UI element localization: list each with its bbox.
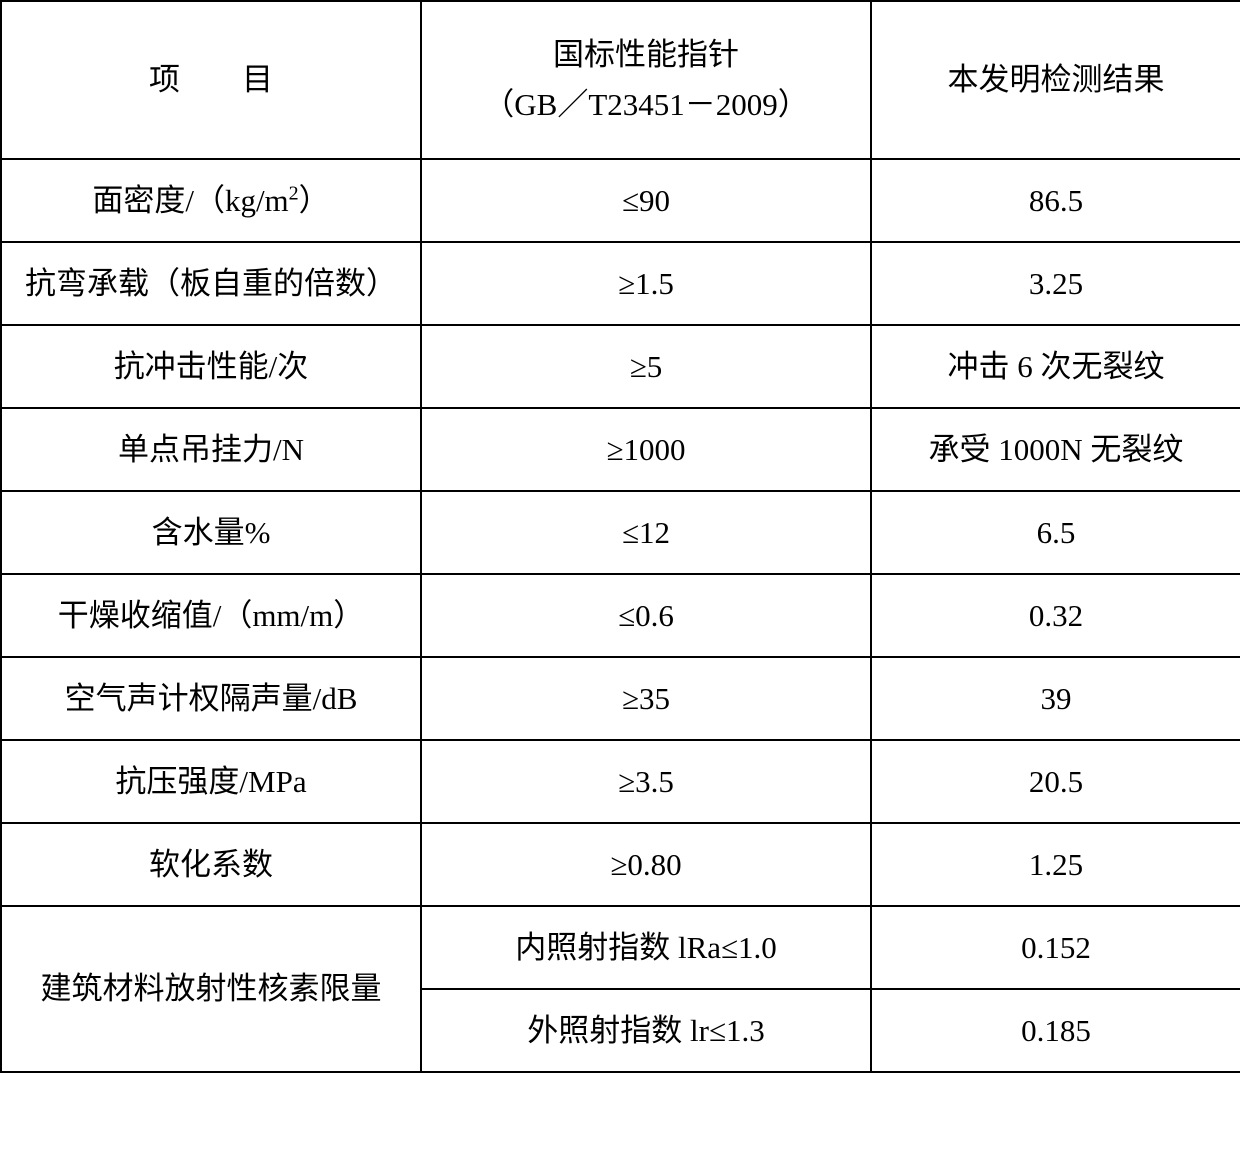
table-row: 空气声计权隔声量/dB ≥35 39 bbox=[1, 657, 1240, 740]
spec-table: 项 目 国标性能指针 （GB／T23451－2009） 本发明检测结果 面密度/… bbox=[0, 0, 1240, 1073]
row-item: 面密度/（kg/m2） bbox=[1, 159, 421, 242]
table-header-row: 项 目 国标性能指针 （GB／T23451－2009） 本发明检测结果 bbox=[1, 1, 1240, 159]
row-item-prefix: 面密度/（kg/m bbox=[92, 183, 288, 218]
row-result: 6.5 bbox=[871, 491, 1240, 574]
header-standard: 国标性能指针 （GB／T23451－2009） bbox=[421, 1, 871, 159]
row-standard: ≥5 bbox=[421, 325, 871, 408]
row-standard: ≥1000 bbox=[421, 408, 871, 491]
row-result: 39 bbox=[871, 657, 1240, 740]
table-row: 含水量% ≤12 6.5 bbox=[1, 491, 1240, 574]
row-item-radioactive: 建筑材料放射性核素限量 bbox=[1, 906, 421, 1072]
row-standard: ≥0.80 bbox=[421, 823, 871, 906]
row-standard: ≥3.5 bbox=[421, 740, 871, 823]
row-item: 软化系数 bbox=[1, 823, 421, 906]
header-item: 项 目 bbox=[1, 1, 421, 159]
row-result: 86.5 bbox=[871, 159, 1240, 242]
row-standard: 外照射指数 lr≤1.3 bbox=[421, 989, 871, 1072]
table-row: 面密度/（kg/m2） ≤90 86.5 bbox=[1, 159, 1240, 242]
header-result: 本发明检测结果 bbox=[871, 1, 1240, 159]
row-result: 3.25 bbox=[871, 242, 1240, 325]
header-standard-line1: 国标性能指针 bbox=[553, 37, 739, 72]
row-item: 含水量% bbox=[1, 491, 421, 574]
row-standard: ≥1.5 bbox=[421, 242, 871, 325]
row-item: 抗压强度/MPa bbox=[1, 740, 421, 823]
row-result: 冲击 6 次无裂纹 bbox=[871, 325, 1240, 408]
table-row: 单点吊挂力/N ≥1000 承受 1000N 无裂纹 bbox=[1, 408, 1240, 491]
row-result: 1.25 bbox=[871, 823, 1240, 906]
table-row: 干燥收缩值/（mm/m） ≤0.6 0.32 bbox=[1, 574, 1240, 657]
header-item-text: 项 目 bbox=[149, 62, 273, 97]
row-standard: ≤0.6 bbox=[421, 574, 871, 657]
row-result: 承受 1000N 无裂纹 bbox=[871, 408, 1240, 491]
row-item-suffix: ） bbox=[299, 183, 330, 218]
header-result-text: 本发明检测结果 bbox=[948, 62, 1165, 97]
row-standard: 内照射指数 lRa≤1.0 bbox=[421, 906, 871, 989]
table-row: 抗压强度/MPa ≥3.5 20.5 bbox=[1, 740, 1240, 823]
row-result: 0.32 bbox=[871, 574, 1240, 657]
row-result: 20.5 bbox=[871, 740, 1240, 823]
row-item: 单点吊挂力/N bbox=[1, 408, 421, 491]
table-row-radioactive-1: 建筑材料放射性核素限量 内照射指数 lRa≤1.0 0.152 bbox=[1, 906, 1240, 989]
spec-table-container: 项 目 国标性能指针 （GB／T23451－2009） 本发明检测结果 面密度/… bbox=[0, 0, 1240, 1073]
row-item: 空气声计权隔声量/dB bbox=[1, 657, 421, 740]
row-standard: ≤90 bbox=[421, 159, 871, 242]
row-item: 抗冲击性能/次 bbox=[1, 325, 421, 408]
table-row: 抗冲击性能/次 ≥5 冲击 6 次无裂纹 bbox=[1, 325, 1240, 408]
row-item: 抗弯承载（板自重的倍数） bbox=[1, 242, 421, 325]
row-item-sup: 2 bbox=[289, 182, 299, 204]
row-item: 干燥收缩值/（mm/m） bbox=[1, 574, 421, 657]
row-standard: ≤12 bbox=[421, 491, 871, 574]
header-standard-line2: （GB／T23451－2009） bbox=[483, 87, 809, 122]
row-result: 0.152 bbox=[871, 906, 1240, 989]
table-row: 抗弯承载（板自重的倍数） ≥1.5 3.25 bbox=[1, 242, 1240, 325]
row-standard: ≥35 bbox=[421, 657, 871, 740]
row-result: 0.185 bbox=[871, 989, 1240, 1072]
table-row: 软化系数 ≥0.80 1.25 bbox=[1, 823, 1240, 906]
